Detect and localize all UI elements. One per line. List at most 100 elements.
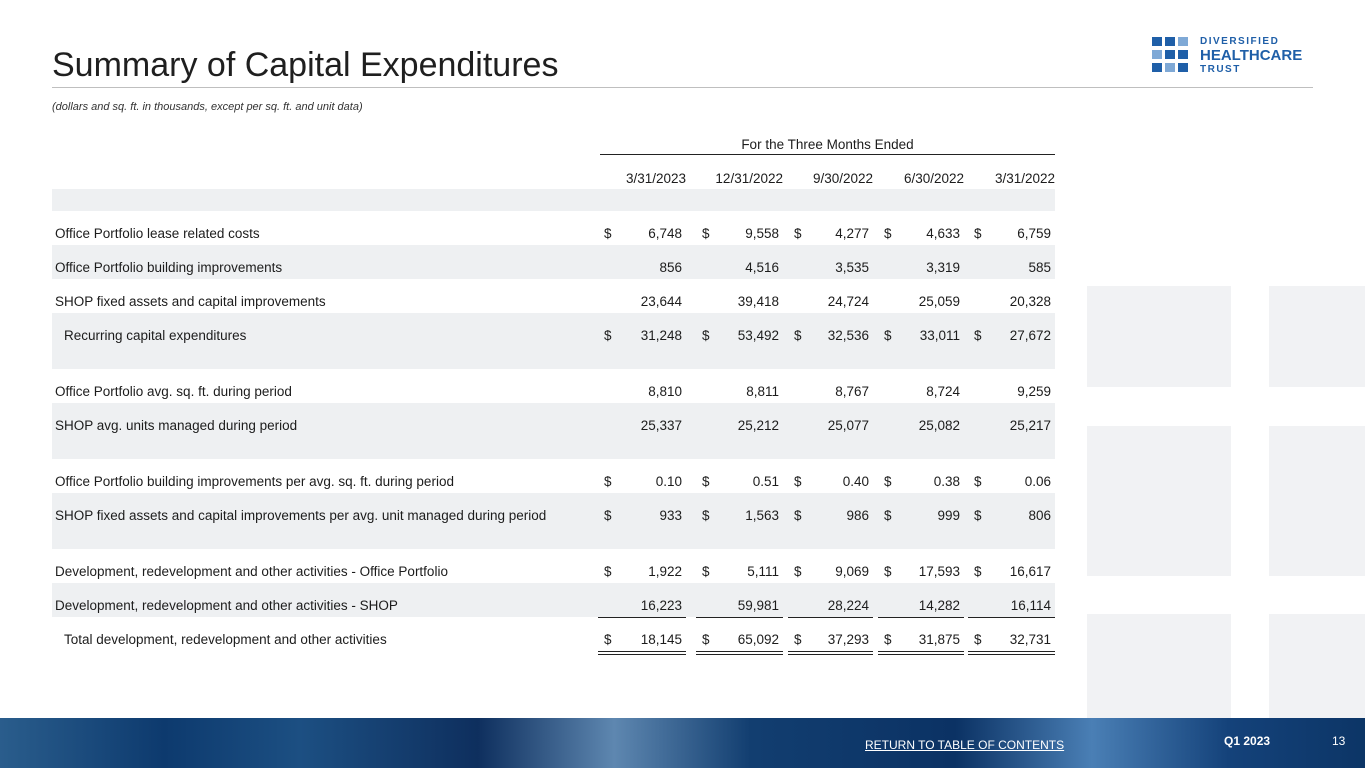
- currency-sign: $: [974, 474, 982, 489]
- currency-sign: $: [794, 564, 802, 579]
- spacer-row: [52, 437, 1055, 459]
- value-cell: 0.10: [655, 474, 682, 489]
- decor-block: [1269, 426, 1365, 576]
- value-cell: 585: [1028, 260, 1051, 275]
- currency-sign: $: [604, 328, 612, 343]
- total-rule: [598, 651, 686, 652]
- value-cell: 25,337: [640, 418, 682, 433]
- value-cell: 14,282: [918, 598, 960, 613]
- total-rule: [788, 651, 873, 652]
- total-rule: [788, 654, 873, 655]
- decor-block: [1269, 286, 1365, 387]
- value-cell: 25,059: [918, 294, 960, 309]
- currency-sign: $: [794, 632, 802, 647]
- value-cell: 33,011: [919, 328, 960, 343]
- row-band: [52, 313, 1055, 347]
- value-cell: 0.51: [752, 474, 779, 489]
- value-cell: 39,418: [737, 294, 779, 309]
- value-cell: 28,224: [827, 598, 869, 613]
- currency-sign: $: [974, 564, 982, 579]
- currency-sign: $: [974, 508, 982, 523]
- row-label: SHOP avg. units managed during period: [55, 418, 298, 433]
- row-label: Office Portfolio lease related costs: [55, 226, 260, 241]
- spacer-row: [52, 347, 1055, 369]
- value-cell: 65,092: [737, 632, 779, 647]
- value-cell: 856: [659, 260, 682, 275]
- currency-sign: $: [604, 564, 612, 579]
- value-cell: 4,516: [745, 260, 779, 275]
- currency-sign: $: [702, 508, 710, 523]
- currency-sign: $: [884, 632, 892, 647]
- value-cell: 37,293: [827, 632, 869, 647]
- value-cell: 6,748: [648, 226, 682, 241]
- value-cell: 20,328: [1009, 294, 1051, 309]
- decor-block: [1087, 286, 1231, 387]
- row-label: Development, redevelopment and other act…: [55, 598, 398, 613]
- row-label: Development, redevelopment and other act…: [55, 564, 448, 579]
- logo-text: DIVERSIFIED: [1200, 36, 1280, 47]
- value-cell: 9,069: [835, 564, 869, 579]
- value-cell: 27,672: [1009, 328, 1051, 343]
- column-header: 6/30/2022: [903, 171, 964, 186]
- value-cell: 8,767: [835, 384, 869, 399]
- row-band: [52, 583, 1055, 617]
- value-cell: 8,811: [746, 384, 779, 399]
- value-cell: 17,593: [918, 564, 960, 579]
- total-rule: [968, 654, 1055, 655]
- currency-sign: $: [884, 226, 892, 241]
- spacer-row: [52, 189, 1055, 211]
- header-rule: [600, 154, 1055, 155]
- row-label: Office Portfolio building improvements p…: [55, 474, 454, 489]
- footer-bar: [0, 718, 1365, 768]
- currency-sign: $: [702, 474, 710, 489]
- value-cell: 24,724: [827, 294, 869, 309]
- value-cell: 5,111: [747, 564, 779, 579]
- value-cell: 18,145: [640, 632, 682, 647]
- sum-rule: [696, 617, 783, 618]
- value-cell: 16,617: [1009, 564, 1051, 579]
- currency-sign: $: [974, 632, 982, 647]
- currency-sign: $: [884, 328, 892, 343]
- currency-sign: $: [702, 328, 710, 343]
- value-cell: 8,724: [926, 384, 960, 399]
- total-rule: [598, 654, 686, 655]
- value-cell: 32,536: [827, 328, 869, 343]
- currency-sign: $: [794, 328, 802, 343]
- value-cell: 23,644: [640, 294, 682, 309]
- currency-sign: $: [794, 474, 802, 489]
- decor-block: [1269, 614, 1365, 718]
- row-label: Office Portfolio avg. sq. ft. during per…: [55, 384, 292, 399]
- sum-rule: [788, 617, 873, 618]
- total-rule: [696, 651, 783, 652]
- value-cell: 1,922: [648, 564, 682, 579]
- row-band: [52, 245, 1055, 279]
- value-cell: 3,535: [835, 260, 869, 275]
- value-cell: 31,875: [918, 632, 960, 647]
- value-cell: 6,759: [1017, 226, 1051, 241]
- currency-sign: $: [604, 632, 612, 647]
- currency-sign: $: [702, 564, 710, 579]
- value-cell: 16,223: [640, 598, 682, 613]
- value-cell: 9,259: [1017, 384, 1051, 399]
- title-rule: [52, 87, 1313, 88]
- row-band: [52, 403, 1055, 437]
- decor-block: [1087, 614, 1231, 718]
- row-label: Recurring capital expenditures: [64, 328, 247, 343]
- logo-mark: [1152, 37, 1188, 72]
- value-cell: 986: [846, 508, 869, 523]
- value-cell: 9,558: [745, 226, 779, 241]
- toc-link[interactable]: RETURN TO TABLE OF CONTENTS: [865, 738, 1065, 752]
- value-cell: 1,563: [745, 508, 779, 523]
- value-cell: 8,810: [648, 384, 682, 399]
- sum-rule: [968, 617, 1055, 618]
- title: Summary of Capital Expenditures: [52, 46, 559, 84]
- value-cell: 4,277: [835, 226, 869, 241]
- currency-sign: $: [794, 226, 802, 241]
- currency-sign: $: [702, 226, 710, 241]
- currency-sign: $: [604, 508, 612, 523]
- column-header: 3/31/2023: [625, 171, 686, 186]
- row-label: Office Portfolio building improvements: [55, 260, 283, 275]
- value-cell: 933: [659, 508, 682, 523]
- currency-sign: $: [604, 226, 612, 241]
